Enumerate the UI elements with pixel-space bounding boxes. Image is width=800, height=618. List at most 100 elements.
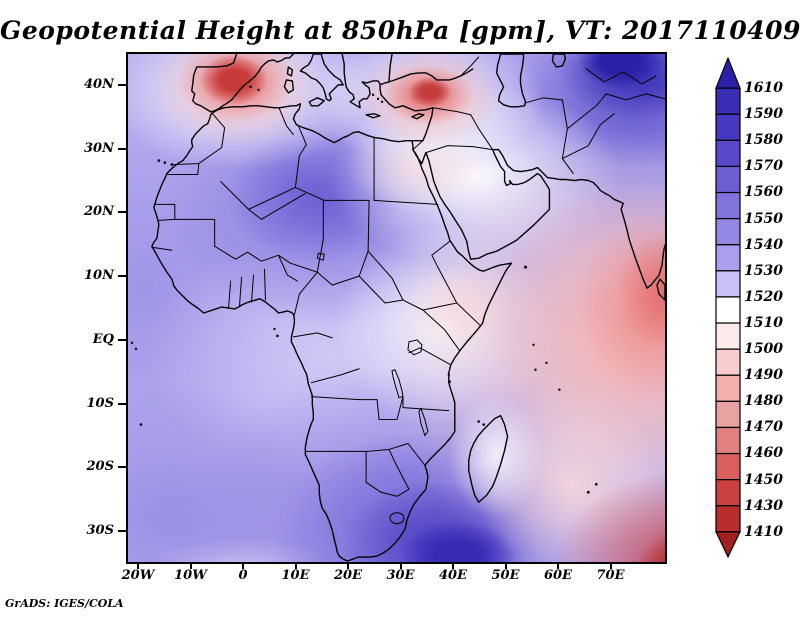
lat-tick-label: 30S xyxy=(86,523,114,539)
colorbar-tick-label: 1490 xyxy=(744,367,783,384)
greece-coastline xyxy=(341,54,381,109)
lon-tick-label: 20E xyxy=(334,568,362,583)
lat-tick-label: EQ xyxy=(92,331,114,347)
lat-tick-label: 10S xyxy=(86,395,114,411)
colorbar-box xyxy=(715,505,741,533)
lake-malawi xyxy=(418,407,429,437)
madagascar-coastline xyxy=(468,414,509,503)
colorbar-tick-label: 1430 xyxy=(744,497,783,514)
lat-tick-mark xyxy=(118,211,126,214)
colorbar-box xyxy=(715,87,741,115)
lon-tick-label: 20W xyxy=(121,568,155,583)
lat-tick-label: 40N xyxy=(84,76,114,92)
lon-tick-mark xyxy=(452,563,454,569)
colorbar-tick-label: 1590 xyxy=(744,106,783,123)
colorbar-tick-label: 1570 xyxy=(744,158,783,175)
islands-group xyxy=(130,85,598,494)
lat-tick-mark xyxy=(118,275,126,278)
lon-tick-label: 40E xyxy=(439,568,467,583)
lon-tick-label: 70E xyxy=(596,568,625,583)
borders-group xyxy=(151,56,665,497)
colorbar-arrow-bottom xyxy=(715,531,741,559)
colorbar-tick-label: 1560 xyxy=(744,184,783,201)
colorbar-tick-label: 1530 xyxy=(744,262,783,279)
colorbar-box xyxy=(715,348,741,376)
lon-tick-mark xyxy=(347,563,349,569)
lat-tick-label: 20S xyxy=(86,459,114,475)
sardinia-coastline xyxy=(283,79,295,94)
colorbar-tick-label: 1540 xyxy=(744,236,783,253)
lat-tick-label: 20N xyxy=(84,204,114,220)
colorbar-box xyxy=(715,296,741,324)
lake-victoria xyxy=(407,339,423,356)
colorbar-tick-label: 1520 xyxy=(744,288,783,305)
field-shading xyxy=(128,54,665,562)
colorbar-box xyxy=(715,452,741,481)
colorbar-tick-label: 1480 xyxy=(744,393,783,410)
corsica-coastline xyxy=(286,66,294,77)
lat-tick-label: 30N xyxy=(84,140,114,156)
turkey-levant-coastline xyxy=(379,68,474,142)
lat-tick-label: 10N xyxy=(84,268,114,284)
lon-tick-mark xyxy=(557,563,559,569)
map-plot xyxy=(126,52,667,564)
lon-tick-label: 60E xyxy=(544,568,572,583)
colorbar-box xyxy=(715,218,741,246)
colorbar-svg xyxy=(715,56,741,559)
iran-india-coastline xyxy=(491,148,665,289)
colorbar-box xyxy=(715,426,741,455)
colorbar-tick-label: 1580 xyxy=(744,132,783,149)
colorbar-box xyxy=(715,374,741,402)
attribution: GrADS: IGES/COLA xyxy=(5,597,124,610)
colorbar-box xyxy=(715,191,741,220)
colorbar-tick-label: 1510 xyxy=(744,314,783,331)
coastlines-overlay xyxy=(130,54,665,562)
colorbar-box xyxy=(715,139,741,168)
lat-tick-mark xyxy=(118,402,126,405)
lon-tick-mark xyxy=(609,563,612,569)
lon-tick-label: 10W xyxy=(174,568,207,583)
colorbar-tick-label: 1450 xyxy=(744,471,783,488)
lakes-group xyxy=(316,252,429,525)
colorbar-box xyxy=(715,322,741,350)
italy-coastline xyxy=(299,54,344,102)
caspian-coastline xyxy=(495,54,527,108)
lake-tanganyika xyxy=(391,369,404,399)
colorbar-tick-label: 1410 xyxy=(744,523,783,540)
sicily-coastline xyxy=(308,97,325,107)
colorbar-box xyxy=(715,270,741,298)
colorbar-tick-label: 1610 xyxy=(744,80,783,96)
lat-tick-mark xyxy=(118,530,126,533)
lon-tick-mark xyxy=(137,563,139,569)
colorbar-arrow-top xyxy=(715,56,741,89)
lon-tick-mark xyxy=(294,563,297,569)
lon-tick-mark xyxy=(242,563,244,569)
crete-coastline xyxy=(365,113,381,119)
lat-tick-mark xyxy=(118,338,126,341)
lat-tick-mark xyxy=(118,83,126,86)
lon-tick-label: 0 xyxy=(238,568,248,583)
colorbar-box xyxy=(715,479,741,507)
colorbar-tick-label: 1460 xyxy=(744,445,783,462)
coastline-group xyxy=(151,54,665,562)
aral-coastline xyxy=(551,54,567,68)
colorbar-box xyxy=(715,400,741,429)
colorbar-box xyxy=(715,165,741,194)
lon-tick-mark xyxy=(189,563,192,569)
colorbar-tick-label: 1550 xyxy=(744,210,783,227)
colorbar-box xyxy=(715,244,741,272)
lon-tick-label: 10E xyxy=(281,568,310,583)
iberia-france-coastline xyxy=(191,54,295,113)
lon-tick-label: 30E xyxy=(386,568,415,583)
blacksea-west-coastline xyxy=(388,54,393,82)
colorbar xyxy=(715,56,741,563)
arabia-coastline xyxy=(412,148,551,260)
colorbar-tick-label: 1500 xyxy=(744,341,783,357)
lake-chad xyxy=(316,252,325,261)
lon-tick-label: 50E xyxy=(491,568,520,583)
lat-tick-mark xyxy=(118,147,126,150)
lat-tick-mark xyxy=(118,466,126,469)
srilanka-coastline xyxy=(656,278,665,301)
colorbar-tick-label: 1470 xyxy=(744,419,783,436)
